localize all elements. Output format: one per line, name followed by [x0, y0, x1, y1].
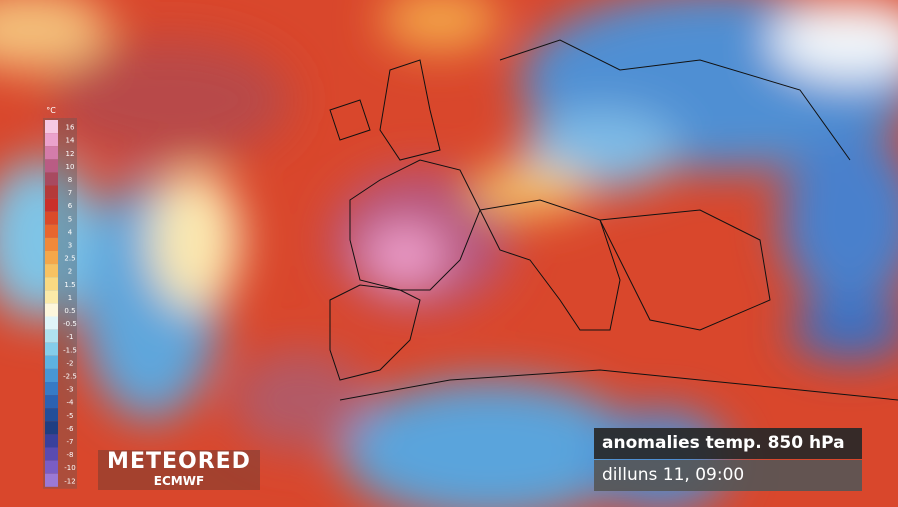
legend-label: -0.5 [63, 320, 77, 328]
legend-label: 4 [68, 228, 73, 236]
legend-label: -2.5 [63, 372, 77, 380]
legend-label: 1 [68, 294, 72, 302]
legend-label: 10 [66, 163, 75, 171]
legend-swatch [45, 368, 58, 382]
legend-swatch [45, 133, 58, 147]
legend-swatch [45, 316, 58, 330]
legend-swatch [45, 172, 58, 186]
legend-label: -7 [67, 438, 74, 446]
legend-label: 6 [68, 202, 73, 210]
legend-swatch [45, 198, 58, 212]
partner: ECMWF [153, 474, 205, 488]
legend-label: 14 [66, 137, 75, 145]
legend-swatch [45, 303, 58, 317]
legend-swatch [45, 434, 58, 448]
legend-swatch [45, 185, 58, 199]
legend-swatch [45, 290, 58, 304]
legend-label: 8 [68, 176, 72, 184]
logo: METEORED ECMWF [98, 450, 260, 490]
legend-swatch [45, 251, 58, 265]
legend-swatch [45, 395, 58, 409]
legend-label: -12 [64, 477, 75, 485]
legend-swatch [45, 264, 58, 278]
legend-swatch [45, 224, 58, 238]
legend-swatch [45, 159, 58, 173]
map-date: dilluns 11, 09:00 [594, 460, 862, 491]
legend-swatch [45, 473, 58, 487]
legend-label: 1.5 [64, 281, 75, 289]
brand: METEORED [107, 449, 251, 474]
legend-label: -5 [67, 412, 74, 420]
legend-label: 16 [66, 124, 75, 132]
legend-swatch [45, 329, 58, 343]
legend-unit: °C [46, 106, 56, 115]
legend-label: 2.5 [64, 255, 75, 263]
legend-swatch [45, 355, 58, 369]
map-title: anomalies temp. 850 hPa [594, 428, 862, 459]
legend-swatch [45, 211, 58, 225]
legend-label: -1.5 [63, 346, 77, 354]
legend-label: 2 [68, 268, 72, 276]
legend-swatch [45, 120, 58, 134]
legend-swatch [45, 460, 58, 474]
legend-swatch [45, 421, 58, 435]
legend-label: -8 [67, 451, 74, 459]
legend-label: -2 [67, 359, 74, 367]
legend-swatch [45, 447, 58, 461]
legend-label: 0.5 [64, 307, 75, 315]
legend-label: -1 [67, 333, 74, 341]
legend-swatch [45, 342, 58, 356]
legend-label: 12 [66, 150, 75, 158]
legend-label: -4 [67, 399, 75, 407]
legend-swatch [45, 382, 58, 396]
legend-label: 5 [68, 215, 72, 223]
legend-label: -6 [67, 425, 75, 433]
legend-label: -10 [64, 464, 75, 472]
legend-label: 3 [68, 241, 72, 249]
legend-label: -3 [67, 386, 74, 394]
legend-swatch [45, 408, 58, 422]
legend-label: 7 [68, 189, 72, 197]
legend-swatch [45, 146, 58, 160]
legend-swatch [45, 237, 58, 251]
legend-swatch [45, 277, 58, 291]
